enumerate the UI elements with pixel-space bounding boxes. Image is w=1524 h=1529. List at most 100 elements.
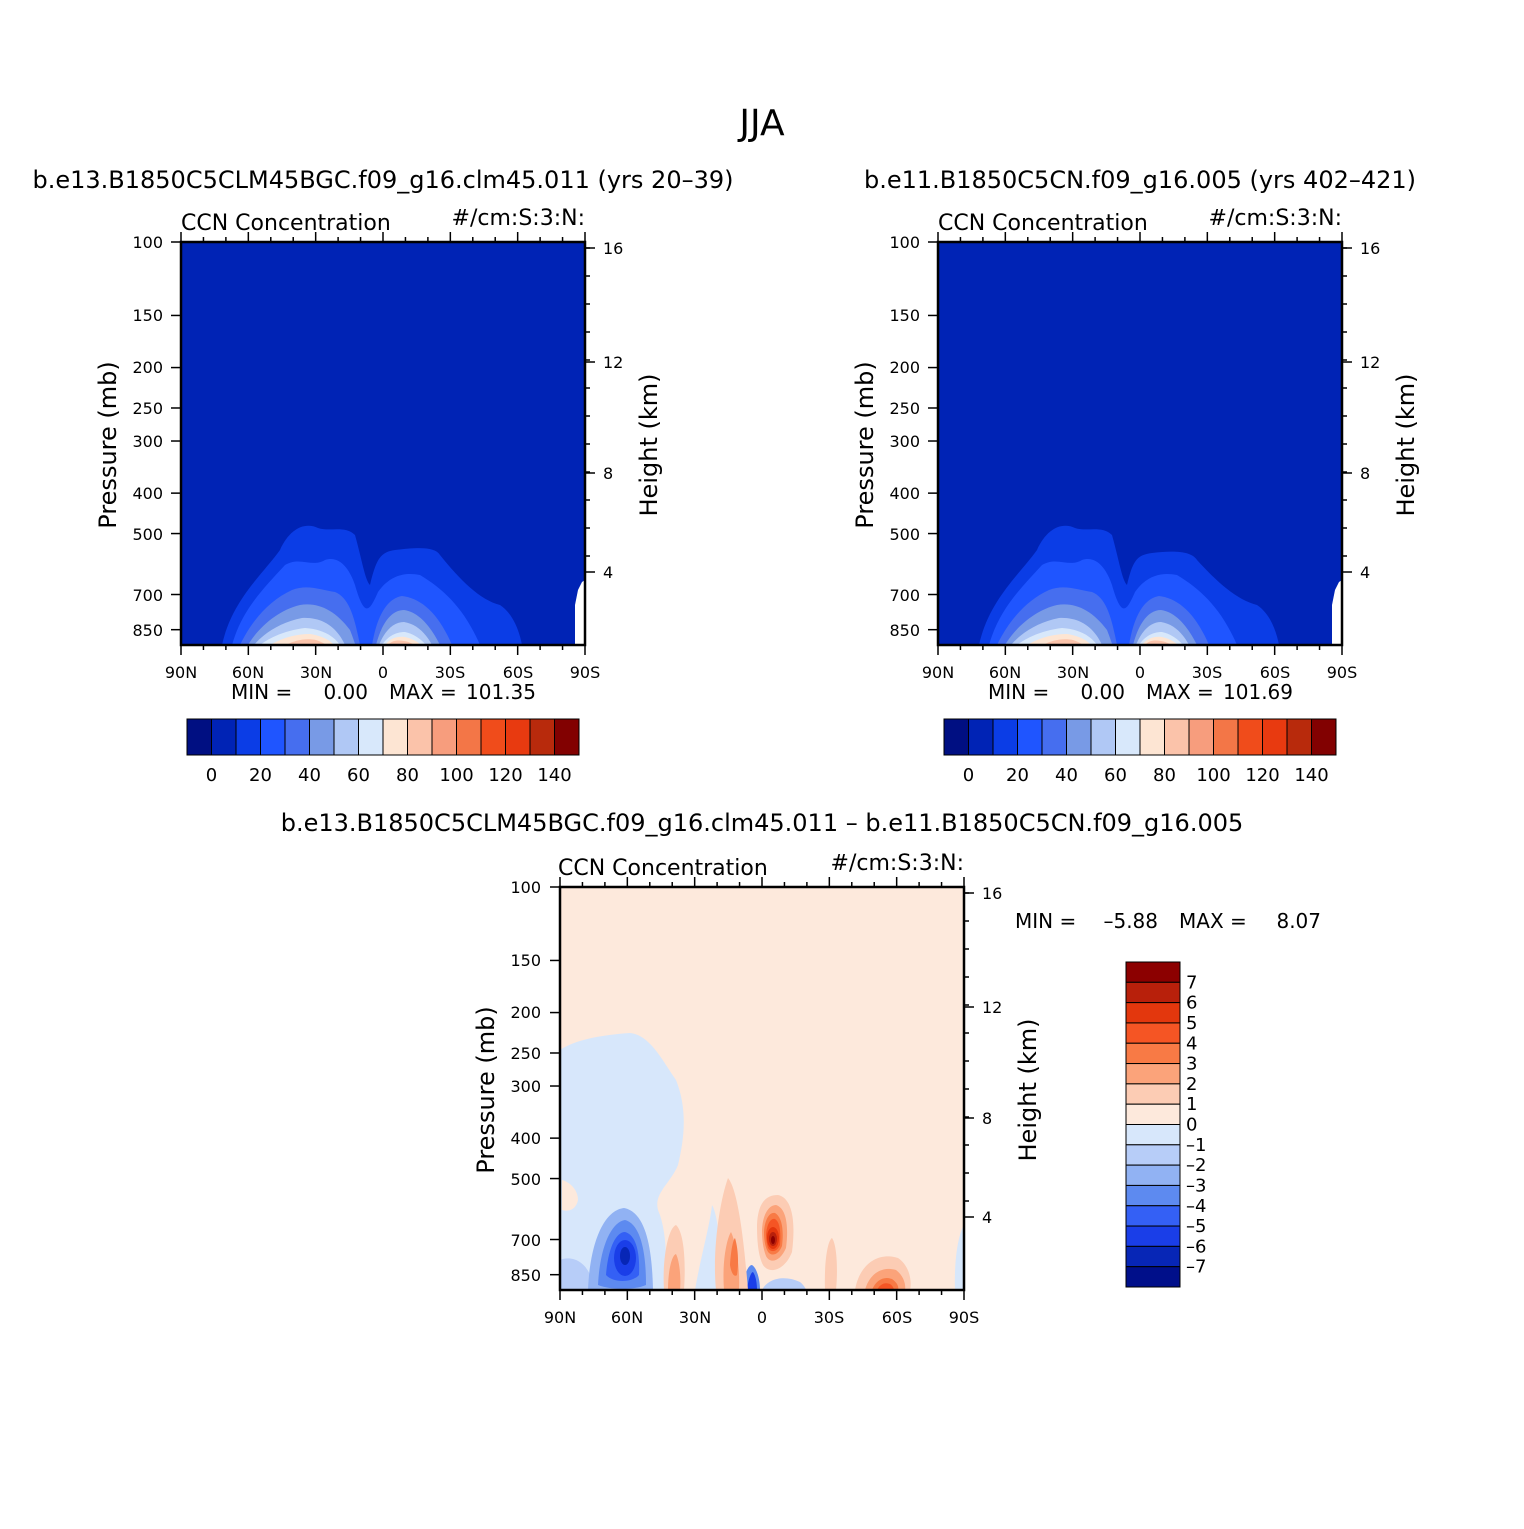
colorbar-label: 4 bbox=[1186, 1033, 1197, 1054]
y-axis-label: Pressure (mb) bbox=[472, 1006, 500, 1173]
y-tick-label: 100 bbox=[889, 233, 920, 252]
colorbar-box bbox=[1125, 1103, 1181, 1125]
colorbar-box bbox=[260, 718, 286, 756]
colorbar-label: 120 bbox=[488, 765, 522, 786]
colorbar-label: –6 bbox=[1186, 1236, 1206, 1257]
y-tick-label: 150 bbox=[132, 306, 163, 325]
y-right-tick-label: 4 bbox=[1360, 563, 1370, 582]
y-tick-label: 100 bbox=[132, 233, 163, 252]
case-title: b.e11.B1850C5CN.f09_g16.005 (yrs 402–421… bbox=[864, 166, 1416, 194]
colorbar-box bbox=[1262, 718, 1288, 756]
y-right-tick-label: 8 bbox=[603, 464, 613, 483]
y-right-axis-label: Height (km) bbox=[1014, 1019, 1042, 1162]
colorbar-label: 120 bbox=[1245, 765, 1279, 786]
colorbar-box bbox=[1164, 718, 1190, 756]
panel-difference: CCN Concentration #/cm:S:3:N: bbox=[472, 851, 1321, 1327]
colorbar-label: 100 bbox=[439, 765, 473, 786]
x-tick-label: 60S bbox=[503, 663, 534, 682]
colorbar-box bbox=[1125, 1266, 1181, 1288]
colorbar-label: 5 bbox=[1186, 1013, 1197, 1034]
contour-negative-2 bbox=[560, 1258, 594, 1290]
colorbar-box bbox=[333, 718, 359, 756]
y-tick-label: 250 bbox=[132, 399, 163, 418]
y-right-axis-label: Height (km) bbox=[635, 374, 663, 517]
colorbar-box bbox=[554, 718, 580, 756]
contour-missing bbox=[575, 580, 585, 645]
colorbar-box bbox=[1125, 1063, 1181, 1085]
y-tick-label: 300 bbox=[510, 1077, 541, 1096]
axis-ticks bbox=[171, 232, 595, 655]
colorbar-box bbox=[1125, 1002, 1181, 1024]
y-tick-label: 850 bbox=[132, 621, 163, 640]
contour-positive-blob bbox=[562, 1180, 578, 1211]
min-value: –5.88 bbox=[1103, 909, 1158, 933]
x-tick-label: 30S bbox=[435, 663, 466, 682]
units-label: #/cm:S:3:N: bbox=[452, 206, 585, 231]
contour-negative-1 bbox=[560, 1033, 720, 1290]
colorbar: 0 20 40 60 80 100 120 140 bbox=[186, 718, 580, 786]
x-tick-label: 30N bbox=[1057, 663, 1089, 682]
x-tick-label: 0 bbox=[378, 663, 388, 682]
y-tick-label: 400 bbox=[889, 484, 920, 503]
contour-level-8 bbox=[286, 639, 414, 645]
colorbar-box bbox=[1125, 1225, 1181, 1247]
y-tick-label: 300 bbox=[132, 432, 163, 451]
colorbar-box bbox=[1090, 718, 1116, 756]
y-right-tick-label: 16 bbox=[1360, 239, 1380, 258]
colorbar-box bbox=[1066, 718, 1092, 756]
colorbar-label: 1 bbox=[1186, 1094, 1197, 1115]
y-tick-label: 850 bbox=[510, 1266, 541, 1285]
colorbar-box bbox=[456, 718, 482, 756]
x-tick-label: 0 bbox=[757, 1308, 767, 1327]
colorbar-box bbox=[1237, 718, 1263, 756]
colorbar: 0 20 40 60 80 100 120 140 bbox=[943, 718, 1337, 786]
colorbar-label: –7 bbox=[1186, 1257, 1206, 1278]
colorbar-label: 0 bbox=[206, 765, 217, 786]
y-tick-label: 300 bbox=[889, 432, 920, 451]
y-right-axis-label: Height (km) bbox=[1392, 374, 1420, 517]
axis-ticks bbox=[550, 877, 974, 1300]
y-tick-label: 500 bbox=[510, 1170, 541, 1189]
colorbar-label: 0 bbox=[963, 765, 974, 786]
colorbar-box bbox=[284, 718, 310, 756]
colorbar-label: –2 bbox=[1186, 1155, 1206, 1176]
x-tick-label: 90N bbox=[165, 663, 197, 682]
colorbar-box bbox=[1041, 718, 1067, 756]
y-right-tick-label: 8 bbox=[1360, 464, 1370, 483]
y-tick-label: 400 bbox=[510, 1129, 541, 1148]
colorbar-box bbox=[1017, 718, 1043, 756]
colorbar-box bbox=[505, 718, 531, 756]
colorbar-label: 3 bbox=[1186, 1054, 1197, 1075]
contour-field bbox=[938, 242, 1342, 645]
y-right-tick-label: 12 bbox=[1360, 353, 1380, 372]
contour-positive-4 bbox=[766, 1218, 894, 1290]
colorbar-label: 80 bbox=[1153, 765, 1176, 786]
colorbar-label: –3 bbox=[1186, 1175, 1206, 1196]
y-tick-label: 200 bbox=[889, 358, 920, 377]
case-title: b.e13.B1850C5CLM45BGC.f09_g16.clm45.011 … bbox=[32, 166, 733, 194]
colorbar-box bbox=[382, 718, 408, 756]
colorbar-box bbox=[480, 718, 506, 756]
y-tick-label: 150 bbox=[889, 306, 920, 325]
colorbar-label: 40 bbox=[298, 765, 321, 786]
colorbar-box bbox=[1125, 981, 1181, 1004]
colorbar-label: 2 bbox=[1186, 1074, 1197, 1095]
colorbar-box bbox=[1311, 718, 1337, 756]
x-tick-label: 30S bbox=[814, 1308, 845, 1327]
y-right-tick-label: 4 bbox=[603, 563, 613, 582]
colorbar-box bbox=[992, 718, 1018, 756]
y-tick-label: 850 bbox=[889, 621, 920, 640]
colorbar-box bbox=[1125, 1164, 1181, 1186]
colorbar-box bbox=[1213, 718, 1239, 756]
contour-field bbox=[181, 242, 585, 645]
max-label: MAX = bbox=[1146, 680, 1214, 704]
colorbar-box bbox=[1125, 1022, 1181, 1044]
y-axis-label: Pressure (mb) bbox=[94, 361, 122, 528]
colorbar-box bbox=[1125, 1205, 1181, 1227]
colorbar-box bbox=[943, 718, 969, 756]
colorbar-label: –1 bbox=[1186, 1135, 1206, 1156]
y-right-tick-label: 12 bbox=[982, 998, 1002, 1017]
units-label: #/cm:S:3:N: bbox=[1209, 206, 1342, 231]
colorbar-label: 0 bbox=[1186, 1115, 1197, 1136]
